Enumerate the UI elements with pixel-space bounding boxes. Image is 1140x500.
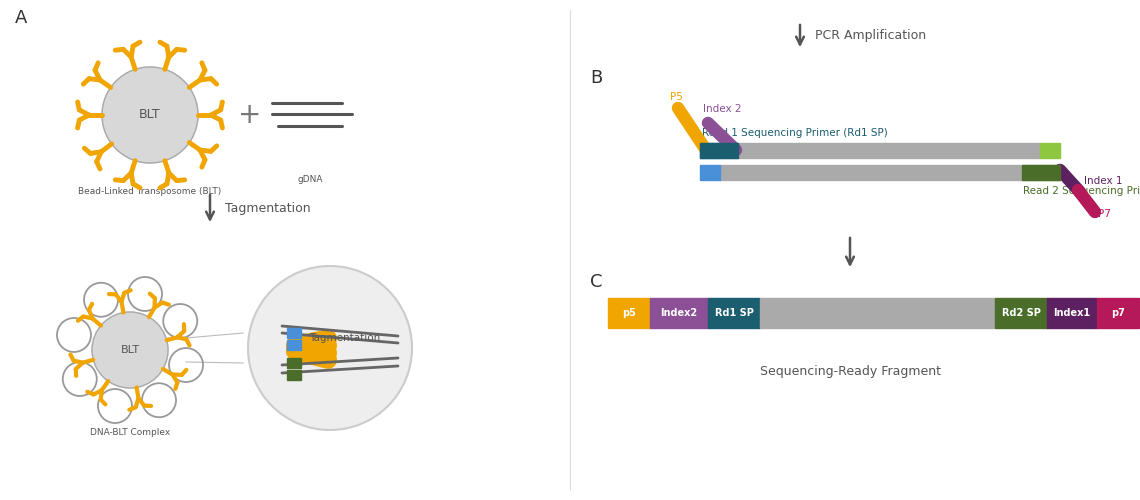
- Text: P7: P7: [1098, 209, 1110, 219]
- Text: +: +: [238, 101, 262, 129]
- Text: p7: p7: [1112, 308, 1125, 318]
- FancyBboxPatch shape: [700, 164, 720, 180]
- FancyBboxPatch shape: [287, 370, 301, 380]
- Text: Read 2 Sequencing Primer (Rd2 SP): Read 2 Sequencing Primer (Rd2 SP): [1023, 186, 1140, 196]
- Text: Index 1: Index 1: [1084, 176, 1123, 186]
- FancyBboxPatch shape: [720, 164, 1040, 180]
- Text: Rd2 SP: Rd2 SP: [1002, 308, 1041, 318]
- Text: p5: p5: [622, 308, 636, 318]
- Text: Index1: Index1: [1053, 308, 1091, 318]
- FancyBboxPatch shape: [1097, 298, 1139, 328]
- FancyBboxPatch shape: [708, 298, 760, 328]
- Text: Rd1 SP: Rd1 SP: [715, 308, 754, 318]
- FancyBboxPatch shape: [1047, 298, 1097, 328]
- Text: B: B: [591, 69, 602, 87]
- Text: Tagmentation: Tagmentation: [225, 202, 310, 215]
- Text: A: A: [15, 9, 27, 27]
- Text: C: C: [591, 273, 603, 291]
- FancyBboxPatch shape: [650, 298, 708, 328]
- FancyBboxPatch shape: [995, 298, 1047, 328]
- Text: Sequencing-Ready Fragment: Sequencing-Ready Fragment: [759, 366, 940, 378]
- Circle shape: [249, 266, 412, 430]
- Text: DNA-BLT Complex: DNA-BLT Complex: [90, 428, 170, 437]
- FancyBboxPatch shape: [760, 298, 995, 328]
- Text: Tagmentation: Tagmentation: [309, 333, 381, 343]
- FancyBboxPatch shape: [287, 340, 301, 350]
- Circle shape: [101, 67, 198, 163]
- Text: P5: P5: [669, 92, 683, 102]
- FancyBboxPatch shape: [720, 142, 1040, 158]
- Text: Index 2: Index 2: [703, 104, 741, 114]
- FancyBboxPatch shape: [287, 358, 301, 368]
- FancyBboxPatch shape: [287, 328, 301, 338]
- Text: PCR Amplification: PCR Amplification: [815, 30, 926, 43]
- FancyBboxPatch shape: [700, 142, 720, 158]
- Text: BLT: BLT: [121, 345, 139, 355]
- FancyBboxPatch shape: [1021, 164, 1060, 180]
- Text: BLT: BLT: [139, 108, 161, 122]
- Circle shape: [92, 312, 168, 388]
- Text: gDNA: gDNA: [298, 175, 323, 184]
- FancyBboxPatch shape: [608, 298, 650, 328]
- Text: Index2: Index2: [660, 308, 698, 318]
- FancyBboxPatch shape: [1040, 164, 1060, 180]
- FancyBboxPatch shape: [1040, 142, 1060, 158]
- Text: Read 1 Sequencing Primer (Rd1 SP): Read 1 Sequencing Primer (Rd1 SP): [702, 128, 888, 138]
- Text: Bead-Linked Transposome (BLT): Bead-Linked Transposome (BLT): [79, 187, 221, 196]
- FancyBboxPatch shape: [700, 142, 738, 158]
